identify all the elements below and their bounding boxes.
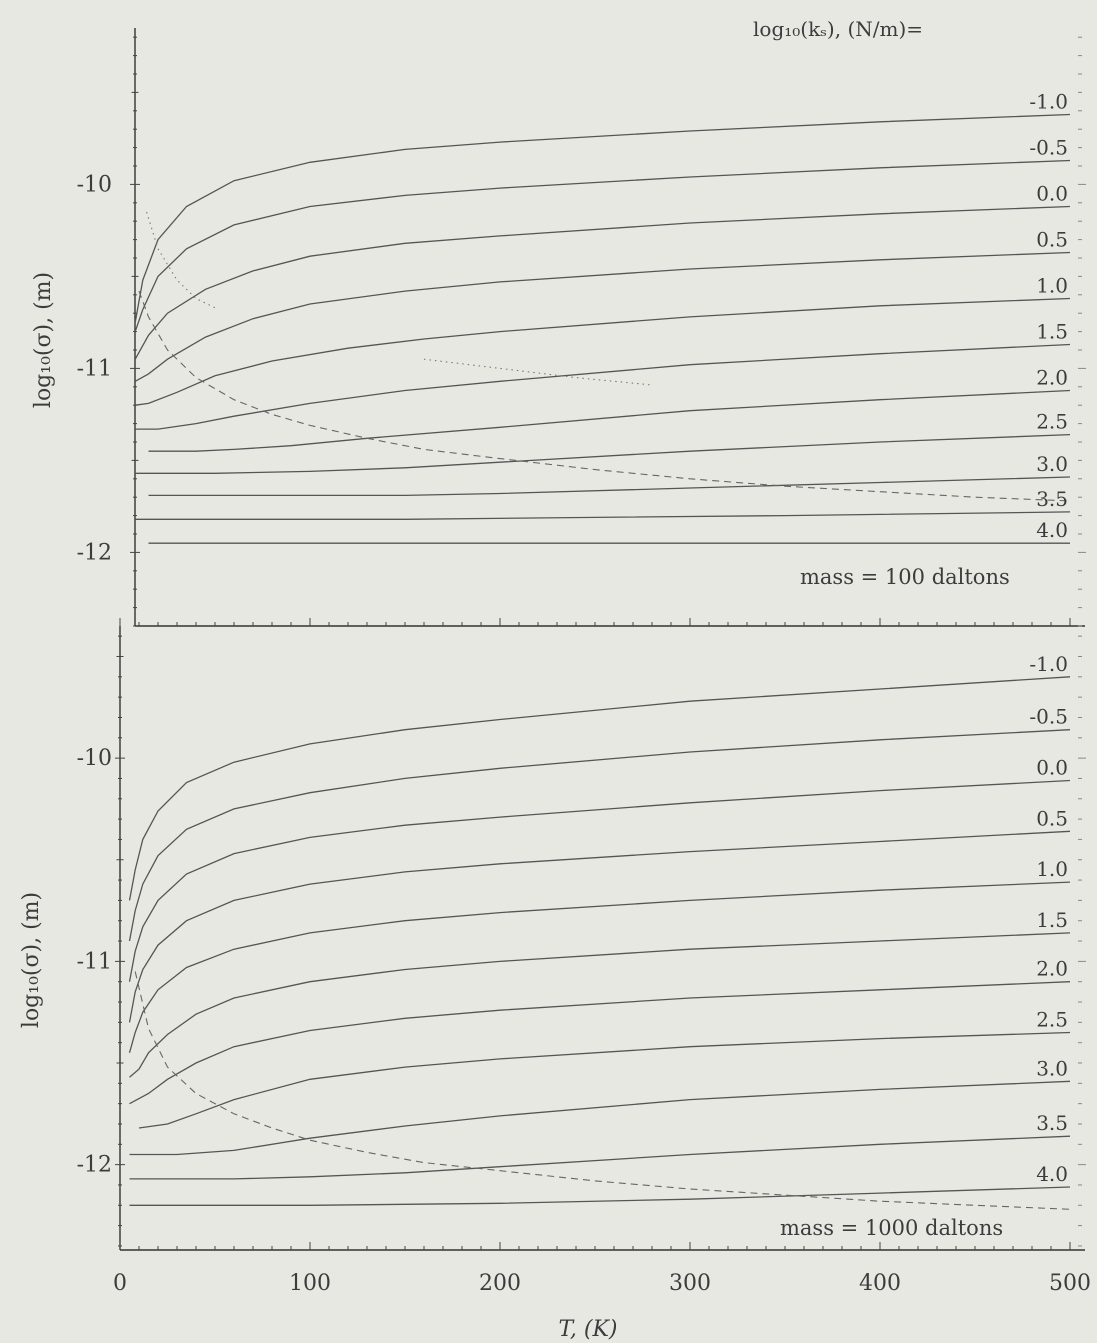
y-tick-label: -12 <box>77 1153 112 1178</box>
series-line-2.5 <box>135 433 1071 474</box>
curve-label: 2.0 <box>1036 365 1068 389</box>
curve-label: -1.0 <box>1029 652 1068 676</box>
curve-label: -0.5 <box>1029 705 1068 729</box>
curve-label: 0.5 <box>1036 227 1068 251</box>
bottom-mass-annotation: mass = 1000 daltons <box>780 1216 1003 1240</box>
y-tick-label: -12 <box>77 540 112 565</box>
panel-bottom-curves <box>128 676 1071 1210</box>
series-line-1.0 <box>128 881 1071 1053</box>
x-tick-label: 0 <box>113 1271 127 1296</box>
dotted-line <box>423 358 653 386</box>
curve-label: 4.0 <box>1036 1162 1068 1186</box>
curve-label: -0.5 <box>1029 135 1068 159</box>
y-tick-label: -10 <box>77 172 112 197</box>
top-mass-annotation: mass = 100 daltons <box>800 565 1010 589</box>
panel-top-mass-100: -10 -11 -12 -1.0 -0.5 0.0 0.5 1.0 1.5 2.0 2.5 3.0 3… <box>31 17 1086 627</box>
panel-bottom-curve-labels: -1.0 -0.5 0.0 0.5 1.0 1.5 2.0 2.5 3.0 3.5 4.0 <box>1029 652 1068 1186</box>
series-line-0.5 <box>134 251 1071 382</box>
bottom-y-axis-title: log₁₀(σ), (m) <box>19 892 44 1028</box>
series-line-3.0 <box>148 476 1071 497</box>
y-tick-label: -11 <box>77 949 112 974</box>
series-line--0.5 <box>134 159 1071 332</box>
curve-label: 1.5 <box>1036 319 1068 343</box>
dashed-boundary-line <box>138 290 1071 502</box>
series-line-0.0 <box>128 779 1071 982</box>
x-tick-label: 100 <box>289 1271 331 1296</box>
panel-top-frame <box>134 28 1085 627</box>
x-tick-label: 300 <box>669 1271 711 1296</box>
curve-label: 3.0 <box>1036 1056 1068 1080</box>
curve-label: 4.0 <box>1036 518 1068 542</box>
x-axis-title: T, (K) <box>558 1317 617 1342</box>
series-line-3.5 <box>129 1135 1071 1180</box>
series-line-1.5 <box>135 343 1071 430</box>
curve-label: 2.5 <box>1036 410 1068 434</box>
curve-label: 1.0 <box>1036 857 1068 881</box>
curve-label: 3.0 <box>1036 452 1068 476</box>
curve-label: 1.0 <box>1036 273 1068 297</box>
panel-top-curves <box>134 113 1071 544</box>
series-line--1.0 <box>134 113 1071 323</box>
panel-top-curve-labels: -1.0 -0.5 0.0 0.5 1.0 1.5 2.0 2.5 3.0 3.5 4.0 <box>1029 89 1068 542</box>
curve-label: 3.5 <box>1036 487 1068 511</box>
series-line-0.0 <box>134 205 1071 360</box>
panel-top-ticks: -10 -11 -12 <box>77 36 1086 627</box>
curve-label: 0.0 <box>1036 181 1068 205</box>
series-line-2.0 <box>148 389 1071 452</box>
curve-label: -1.0 <box>1029 89 1068 113</box>
series-line--0.5 <box>128 729 1071 942</box>
x-tick-label: 400 <box>859 1271 901 1296</box>
y-tick-label: -10 <box>77 746 112 771</box>
x-tick-label: 500 <box>1049 1271 1091 1296</box>
series-line-3.5 <box>135 511 1071 520</box>
curve-label: 0.0 <box>1036 755 1068 779</box>
panel-bottom-mass-1000: -10 -11 -12 0 100 200 300 400 500 -1.0 -0.5 0.0 0.5… <box>19 626 1091 1342</box>
series-line-2.5 <box>138 1031 1071 1129</box>
dashed-boundary-line <box>134 971 1071 1210</box>
series-line-0.5 <box>128 830 1071 1023</box>
curve-label: 2.5 <box>1036 1008 1068 1032</box>
series-line--1.0 <box>128 676 1071 901</box>
y-tick-label: -11 <box>77 356 112 381</box>
dotted-line <box>146 211 216 309</box>
curve-label: 1.5 <box>1036 908 1068 932</box>
series-line-2.0 <box>129 981 1071 1105</box>
curve-label: 0.5 <box>1036 806 1068 830</box>
series-line-1.5 <box>129 932 1071 1078</box>
panel-bottom-frame <box>119 626 1085 1251</box>
curve-label: 2.0 <box>1036 957 1068 981</box>
top-y-axis-title: log₁₀(σ), (m) <box>31 272 56 408</box>
top-ks-header: log₁₀(kₛ), (N/m)= <box>753 17 923 41</box>
series-line-4.0 <box>129 1186 1071 1206</box>
panel-bottom-ticks: -10 -11 -12 0 100 200 300 400 500 <box>77 635 1091 1296</box>
curve-label: 3.5 <box>1036 1111 1068 1135</box>
series-line-1.0 <box>135 297 1071 406</box>
x-tick-label: 200 <box>479 1271 521 1296</box>
series-line-3.0 <box>129 1080 1071 1156</box>
